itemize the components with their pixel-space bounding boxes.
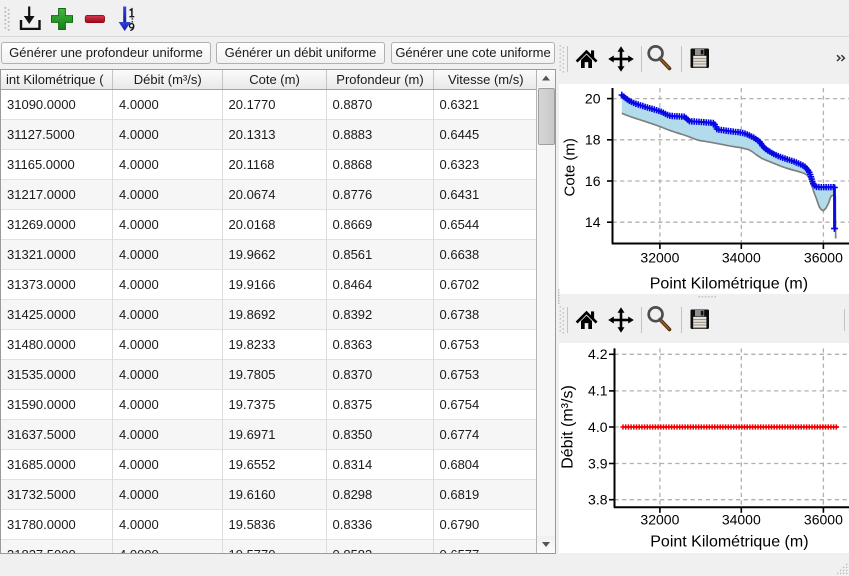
svg-text:34000: 34000 bbox=[722, 250, 761, 266]
svg-text:4.0: 4.0 bbox=[588, 419, 608, 435]
svg-text:Point Kilométrique (m): Point Kilométrique (m) bbox=[650, 275, 808, 292]
svg-text:Débit (m³/s): Débit (m³/s) bbox=[560, 385, 577, 469]
svg-text:36000: 36000 bbox=[804, 250, 843, 266]
svg-text:3.8: 3.8 bbox=[588, 492, 608, 508]
svg-text:4.1: 4.1 bbox=[588, 383, 608, 399]
svg-text:Point Kilométrique (m): Point Kilométrique (m) bbox=[650, 533, 808, 550]
svg-text:20: 20 bbox=[585, 90, 601, 106]
svg-text:14: 14 bbox=[585, 214, 601, 230]
svg-text:34000: 34000 bbox=[722, 512, 761, 528]
svg-text:36000: 36000 bbox=[804, 512, 843, 528]
svg-text:Cote (m): Cote (m) bbox=[562, 138, 579, 196]
svg-text:3.9: 3.9 bbox=[588, 455, 608, 471]
svg-text:4.2: 4.2 bbox=[588, 346, 608, 362]
svg-text:18: 18 bbox=[585, 132, 601, 148]
svg-text:16: 16 bbox=[585, 173, 601, 189]
svg-text:32000: 32000 bbox=[640, 512, 679, 528]
svg-text:32000: 32000 bbox=[640, 250, 679, 266]
